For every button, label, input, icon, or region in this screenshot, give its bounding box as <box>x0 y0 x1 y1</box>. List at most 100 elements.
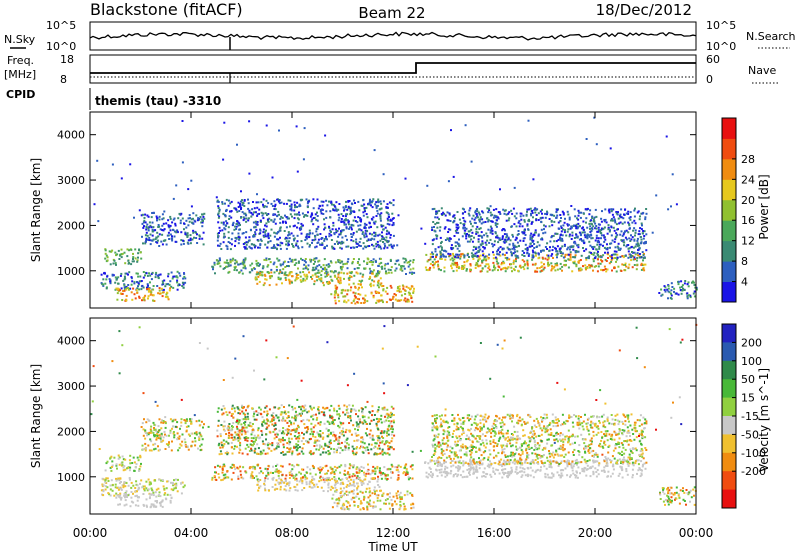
colorbar-tick-label: 16 <box>741 214 755 227</box>
velocity-echo-point <box>168 446 170 448</box>
power-echo-point <box>146 274 149 277</box>
colorbar-tick-label: 12 <box>741 235 755 248</box>
power-echo-point <box>536 208 539 211</box>
power-echo-point <box>497 217 500 220</box>
velocity-echo-point <box>262 442 265 445</box>
power-echo-point <box>337 279 340 282</box>
power-echo-point <box>683 289 686 291</box>
power-echo-point <box>254 220 257 223</box>
power-echo-point <box>271 176 274 179</box>
power-echo-point <box>285 221 287 224</box>
power-echo-point <box>190 218 193 221</box>
power-echo-point <box>192 222 195 225</box>
power-echo-point <box>590 237 593 240</box>
power-echo-point <box>362 199 365 201</box>
power-echo-point <box>497 241 500 244</box>
power-echo-point <box>512 235 514 238</box>
power-echo-point <box>147 295 150 298</box>
power-echo-point <box>347 245 350 248</box>
velocity-echo-point <box>226 476 229 479</box>
power-echo-point <box>167 224 170 227</box>
velocity-echo-point <box>359 508 362 511</box>
power-echo-point <box>612 253 615 256</box>
velocity-echo-point <box>282 439 285 442</box>
power-echo-point <box>274 213 276 216</box>
velocity-echo-point <box>159 504 162 507</box>
velocity-echo-point <box>246 443 249 446</box>
power-echo-point <box>280 201 283 204</box>
power-echo-point <box>365 233 368 236</box>
power-echo-point <box>263 282 266 285</box>
power-echo-point <box>330 261 333 264</box>
power-echo-point <box>240 269 243 272</box>
power-echo-point <box>372 284 375 287</box>
velocity-echo-point <box>143 504 145 507</box>
power-echo-point <box>693 281 695 284</box>
velocity-echo-point <box>327 469 330 472</box>
power-echo-point <box>503 212 506 215</box>
velocity-echo-point <box>166 493 169 496</box>
power-echo-point <box>390 202 393 205</box>
power-echo-point <box>161 295 164 298</box>
velocity-echo-point <box>288 463 291 466</box>
velocity-echo-point <box>237 477 240 480</box>
power-echo-point <box>375 301 378 304</box>
power-echo-point <box>380 266 383 268</box>
power-echo-point <box>556 262 558 265</box>
velocity-echo-point <box>347 471 350 474</box>
power-echo-point <box>495 219 498 222</box>
velocity-echo-point <box>152 443 155 446</box>
velocity-echo-point <box>156 500 158 502</box>
velocity-echo-point <box>154 500 157 503</box>
power-echo-point <box>176 276 179 279</box>
power-echo-point <box>289 225 291 228</box>
power-echo-point <box>131 280 134 283</box>
power-echo-point <box>432 221 435 223</box>
power-echo-point <box>364 229 367 232</box>
velocity-echo-point <box>132 492 134 495</box>
power-echo-point <box>300 280 303 283</box>
velocity-echo-point <box>319 471 321 474</box>
velocity-echo-point <box>353 464 355 467</box>
power-echo-point <box>104 249 107 252</box>
power-echo-point <box>491 229 494 232</box>
power-echo-point <box>604 268 607 270</box>
velocity-echo-point <box>333 440 336 442</box>
velocity-echo-point <box>292 474 294 477</box>
power-echo-point <box>465 269 468 272</box>
power-echo-point <box>335 230 338 232</box>
power-echo-point <box>196 242 199 244</box>
power-echo-point <box>602 234 605 237</box>
velocity-echo-point <box>160 501 163 503</box>
power-echo-point <box>128 271 131 274</box>
velocity-echo-point <box>257 412 260 414</box>
power-echo-point <box>171 277 174 280</box>
velocity-echo-point <box>326 476 329 479</box>
power-echo-point <box>548 249 551 252</box>
velocity-echo-point <box>278 483 281 486</box>
power-echo-point <box>161 233 164 236</box>
power-echo-point <box>571 270 574 273</box>
power-echo-point <box>633 256 636 259</box>
power-echo-point <box>323 239 326 242</box>
velocity-echo-point <box>155 495 158 498</box>
power-echo-point <box>326 238 328 241</box>
power-echo-point <box>479 218 482 221</box>
power-echo-point <box>535 214 538 216</box>
power-echo-point <box>489 220 492 223</box>
velocity-echo-point <box>281 465 284 468</box>
power-echo-point <box>350 271 353 273</box>
power-echo-point <box>627 256 630 259</box>
power-echo-point <box>324 275 327 278</box>
power-echo-point <box>457 227 459 230</box>
power-echo-point <box>642 211 645 214</box>
power-echo-point <box>277 210 280 213</box>
velocity-echo-point <box>357 477 360 480</box>
power-echo-point <box>234 240 237 243</box>
power-echo-point <box>513 248 516 251</box>
power-echo-point <box>630 255 633 257</box>
power-echo-point <box>374 220 377 223</box>
velocity-echo-point <box>222 428 225 431</box>
power-echo-point <box>608 211 611 214</box>
power-echo-point <box>458 238 460 241</box>
